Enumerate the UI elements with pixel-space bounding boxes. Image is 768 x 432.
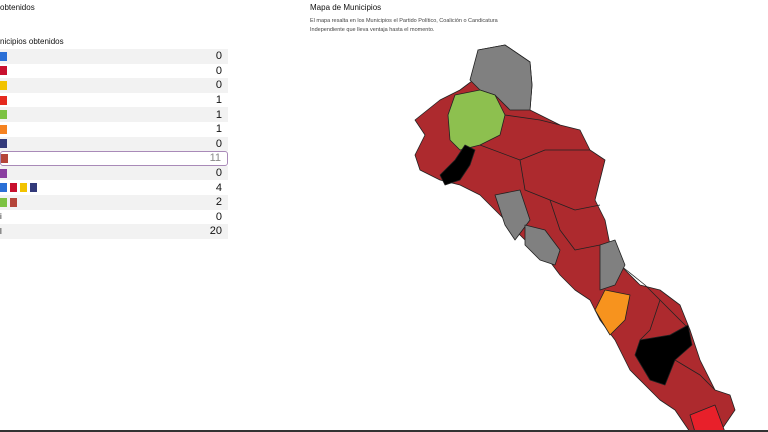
map-title: Mapa de Municipios bbox=[310, 3, 382, 12]
municipios-count: 0 bbox=[215, 50, 222, 63]
table-row: 0 bbox=[0, 64, 228, 79]
municipios-count: 0 bbox=[215, 210, 222, 223]
municipios-count: 4 bbox=[215, 181, 222, 194]
party-logo-icon bbox=[10, 183, 17, 193]
municipios-count: 2 bbox=[215, 196, 222, 209]
table-row: 0 bbox=[0, 165, 228, 181]
municipio-black-south[interactable] bbox=[634, 324, 693, 386]
table-row: 0 bbox=[0, 49, 228, 64]
party-logo-icon bbox=[20, 183, 27, 193]
municipios-count: 20 bbox=[209, 225, 222, 238]
party-logo-icon bbox=[1, 153, 8, 163]
table-title: nicipios obtenidos bbox=[0, 37, 64, 46]
municipios-count: 0 bbox=[215, 137, 222, 150]
party-logos bbox=[0, 80, 7, 90]
party-logo-icon bbox=[10, 197, 17, 207]
party-logos bbox=[0, 124, 7, 134]
table-row: 11 bbox=[0, 151, 228, 166]
municipios-count: 0 bbox=[215, 64, 222, 77]
party-logos bbox=[0, 139, 7, 149]
table-row: 0 bbox=[0, 78, 228, 93]
section-title: obtenidos bbox=[0, 3, 35, 12]
party-logo-icon bbox=[0, 66, 7, 76]
municipio-gray-mid[interactable] bbox=[494, 189, 531, 241]
party-logo-icon bbox=[0, 95, 7, 105]
municipio-gray-north[interactable] bbox=[469, 44, 533, 111]
map-base[interactable] bbox=[414, 44, 736, 432]
municipios-count: 11 bbox=[209, 152, 221, 165]
table-row: 2 bbox=[0, 194, 228, 210]
party-logos bbox=[0, 110, 7, 120]
municipios-count: 0 bbox=[215, 79, 222, 92]
party-logos bbox=[0, 197, 17, 207]
results-table: 0 0 0 1 1 1 0 11 0 4 2 i 0 l 20 bbox=[0, 49, 228, 239]
municipio-green[interactable] bbox=[447, 89, 506, 151]
municipios-count: 0 bbox=[215, 167, 222, 180]
party-logos: i bbox=[0, 212, 2, 221]
municipio-orange[interactable] bbox=[594, 289, 631, 336]
row-label: l bbox=[0, 226, 2, 236]
party-logo-icon bbox=[0, 124, 7, 134]
map-description: El mapa resalta en los Municipios el Par… bbox=[310, 18, 498, 33]
table-row: 0 bbox=[0, 136, 228, 152]
table-row: 1 bbox=[0, 93, 228, 108]
bottom-border bbox=[0, 430, 768, 432]
party-logos bbox=[0, 66, 7, 76]
municipios-count: 1 bbox=[215, 94, 222, 107]
municipio-black-north[interactable] bbox=[439, 144, 476, 186]
party-logos bbox=[0, 51, 7, 61]
municipio-gray-south[interactable] bbox=[524, 224, 561, 266]
party-logo-icon bbox=[0, 110, 7, 120]
row-label: i bbox=[0, 212, 2, 222]
party-logos bbox=[1, 153, 8, 163]
table-row: 1 bbox=[0, 107, 228, 122]
party-logo-icon bbox=[0, 139, 7, 149]
party-logo-icon bbox=[0, 51, 7, 61]
municipios-count: 1 bbox=[215, 108, 222, 121]
table-row: 1 bbox=[0, 122, 228, 137]
party-logo-icon bbox=[0, 183, 7, 193]
party-logo-icon bbox=[0, 80, 7, 90]
party-logos bbox=[0, 95, 7, 105]
party-logo-icon bbox=[0, 197, 7, 207]
municipios-count: 1 bbox=[215, 123, 222, 136]
party-logos: l bbox=[0, 227, 2, 236]
party-logos bbox=[0, 183, 37, 193]
municipio-red[interactable] bbox=[689, 404, 726, 432]
municipio-gray-east[interactable] bbox=[599, 239, 626, 291]
party-logo-icon bbox=[30, 183, 37, 193]
party-logos bbox=[0, 168, 7, 178]
table-row: 4 bbox=[0, 180, 228, 195]
table-row: l 20 bbox=[0, 224, 228, 239]
party-logo-icon bbox=[0, 168, 7, 178]
